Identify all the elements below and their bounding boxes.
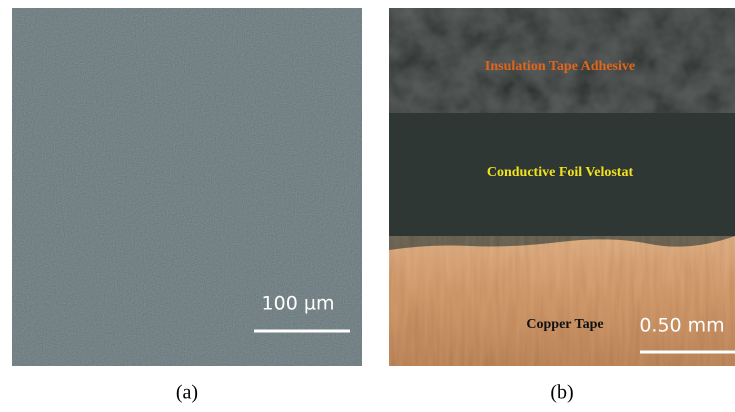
panel-b: Insulation Tape Adhesive Conductive Foil… bbox=[389, 8, 735, 404]
layer-label: Conductive Foil Velostat bbox=[487, 165, 634, 180]
scale-bar-label: 100 µm bbox=[262, 293, 335, 315]
caption: (a) bbox=[176, 382, 198, 404]
caption: (b) bbox=[550, 382, 573, 404]
panel-a: 100 µm (a) bbox=[12, 8, 362, 404]
texture bbox=[389, 236, 735, 366]
layer-label: Insulation Tape Adhesive bbox=[485, 59, 635, 74]
figure: 100 µm (a) Insulation Tape Adhesive Cond… bbox=[0, 0, 735, 412]
layer-label: Copper Tape bbox=[526, 317, 603, 332]
scale-bar-label: 0.50 mm bbox=[639, 315, 724, 337]
